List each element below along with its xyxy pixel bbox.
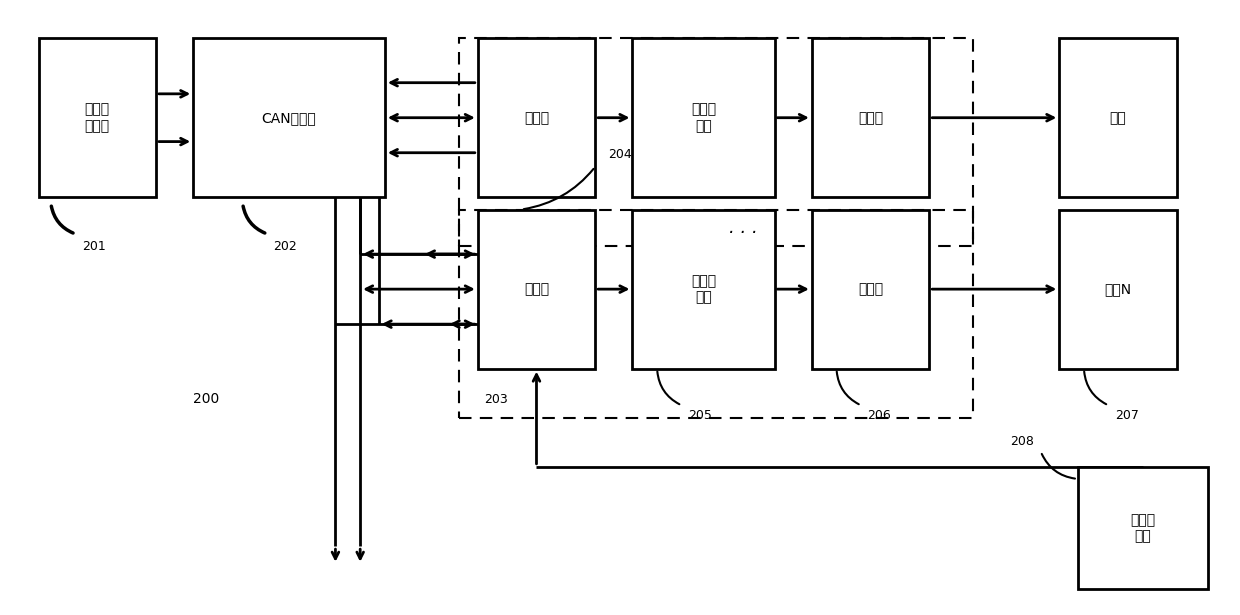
Bar — [459, 38, 972, 246]
Bar — [1059, 210, 1177, 369]
Bar — [1078, 467, 1208, 589]
Bar — [632, 38, 775, 197]
Text: 205: 205 — [688, 408, 712, 421]
Bar — [632, 210, 775, 369]
Text: 204: 204 — [608, 148, 631, 161]
Text: 波形产
生部: 波形产 生部 — [691, 274, 715, 304]
Bar — [1059, 38, 1177, 197]
Text: 驱动部: 驱动部 — [858, 111, 883, 125]
Text: . . .: . . . — [729, 219, 758, 237]
Text: 测距传
感器: 测距传 感器 — [1130, 513, 1156, 543]
Text: 201: 201 — [82, 240, 105, 253]
Text: 波形产
生部: 波形产 生部 — [691, 103, 715, 133]
Text: 203: 203 — [484, 393, 507, 407]
Text: 208: 208 — [1011, 435, 1034, 448]
Bar — [812, 38, 929, 197]
Bar — [193, 38, 384, 197]
Text: CAN数据线: CAN数据线 — [262, 111, 316, 125]
Bar — [477, 210, 595, 369]
Text: 206: 206 — [868, 408, 892, 421]
Text: 控制部: 控制部 — [525, 282, 549, 296]
Bar — [477, 38, 595, 197]
Bar — [459, 210, 972, 418]
Text: 200: 200 — [193, 392, 219, 407]
Text: 机器人
控制器: 机器人 控制器 — [84, 103, 110, 133]
Bar — [38, 38, 156, 197]
Text: 202: 202 — [274, 240, 298, 253]
Text: 控制部: 控制部 — [525, 111, 549, 125]
Text: 电机: 电机 — [1110, 111, 1126, 125]
Text: 驱动部: 驱动部 — [858, 282, 883, 296]
Text: 电机N: 电机N — [1105, 282, 1132, 296]
Text: 207: 207 — [1115, 408, 1138, 421]
Bar — [812, 210, 929, 369]
